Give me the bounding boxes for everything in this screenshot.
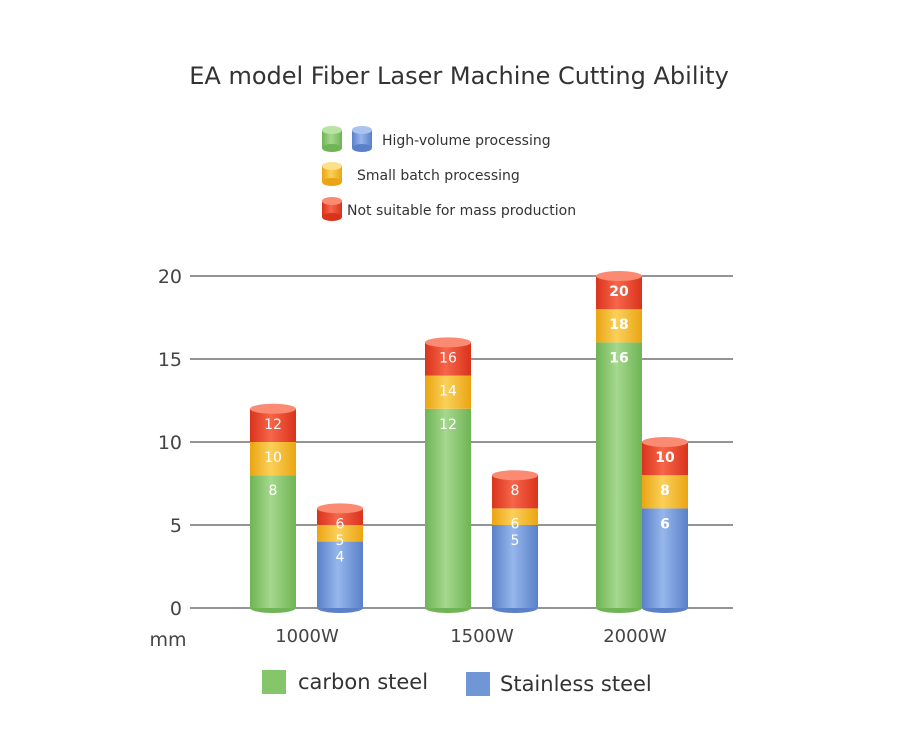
bar-segment-small-batch — [642, 475, 688, 509]
chart-title: EA model Fiber Laser Machine Cutting Abi… — [189, 62, 729, 90]
bar-segment-high-volume — [317, 541, 363, 608]
y-tick-label: 0 — [170, 598, 182, 620]
bar-segment-high-volume — [596, 342, 642, 608]
data-label: 8 — [511, 483, 520, 499]
data-label: 8 — [660, 483, 670, 499]
data-label: 5 — [511, 533, 520, 549]
data-label: 6 — [660, 516, 670, 532]
data-label: 5 — [336, 533, 345, 549]
data-label: 8 — [269, 483, 278, 499]
legend-high-volume-green-swatch — [322, 126, 342, 152]
y-tick-label: 5 — [170, 515, 182, 537]
legend-not-suitable-label: Not suitable for mass production — [347, 203, 576, 219]
series-legend: carbon steel Stainless steel — [262, 670, 652, 696]
y-tick-label: 15 — [158, 349, 182, 371]
bar-segment-not-suitable — [492, 475, 538, 509]
bar-segment-high-volume — [492, 525, 538, 608]
data-label: 6 — [336, 516, 345, 532]
data-label: 6 — [511, 516, 520, 532]
bar-cap — [425, 337, 471, 348]
bar-segment-not-suitable — [250, 408, 296, 442]
y-unit-label: mm — [149, 629, 186, 651]
legend-not-suitable-swatch — [322, 197, 342, 221]
x-axis-ticks: 1000W 1500W 2000W — [275, 626, 667, 647]
data-label: 20 — [609, 284, 629, 300]
bar-cap — [596, 271, 642, 281]
y-tick-label: 20 — [158, 266, 182, 288]
bar-cap — [250, 403, 296, 414]
data-label: 14 — [439, 384, 457, 400]
bar-cap — [317, 503, 363, 514]
y-tick-label: 10 — [158, 432, 182, 454]
bar-stainless-steel-2000W: 6 8 10 — [642, 437, 688, 613]
bar-segment-high-volume — [425, 408, 471, 608]
bar-stainless-steel-1000W: 456 — [317, 503, 363, 613]
x-tick-label: 2000W — [603, 626, 667, 647]
bar-segment-high-volume — [250, 475, 296, 608]
y-axis-ticks: 0 5 10 15 20 — [158, 266, 182, 620]
x-tick-label: 1000W — [275, 626, 339, 647]
bar-segment-small-batch — [250, 442, 296, 476]
data-label: 12 — [439, 417, 457, 433]
legend-high-volume-blue-swatch — [352, 126, 372, 152]
data-label: 10 — [655, 450, 675, 466]
data-label: 10 — [264, 450, 282, 466]
bar-segment-small-batch — [492, 508, 538, 525]
bar-segment-small-batch — [317, 525, 363, 542]
legend-stainless-steel-label: Stainless steel — [500, 672, 652, 696]
x-tick-label: 1500W — [450, 626, 514, 647]
legend-high-volume-label: High-volume processing — [382, 133, 551, 149]
legend-carbon-steel-label: carbon steel — [298, 670, 428, 694]
bar-segment-not-suitable — [425, 342, 471, 376]
bar-segment-high-volume — [642, 508, 688, 608]
level-legend: High-volume processing Small batch proce… — [322, 126, 576, 221]
bar-segment-not-suitable — [642, 442, 688, 476]
bar-carbon-steel-2000W: 16 18 20 — [596, 271, 642, 613]
legend-small-batch-label: Small batch processing — [357, 168, 520, 184]
legend-carbon-steel-swatch — [262, 670, 286, 694]
data-label: 18 — [609, 317, 628, 333]
bar-carbon-steel-1500W: 12 14 16 — [425, 337, 471, 613]
bar-cap — [642, 437, 688, 447]
bar-segment-small-batch — [425, 375, 471, 409]
bar-cap — [492, 470, 538, 481]
legend-stainless-steel-swatch — [466, 672, 490, 696]
bar-carbon-steel-1000W: 8 10 12 — [250, 403, 296, 613]
data-label: 4 — [336, 550, 345, 566]
data-label: 16 — [609, 350, 628, 366]
bar-segment-small-batch — [596, 309, 642, 343]
legend-small-batch-swatch — [322, 162, 342, 186]
data-label: 12 — [264, 417, 282, 433]
bar-segment-not-suitable — [596, 276, 642, 310]
bar-stainless-steel-1500W: 56 8 — [492, 470, 538, 613]
data-label: 16 — [439, 350, 457, 366]
